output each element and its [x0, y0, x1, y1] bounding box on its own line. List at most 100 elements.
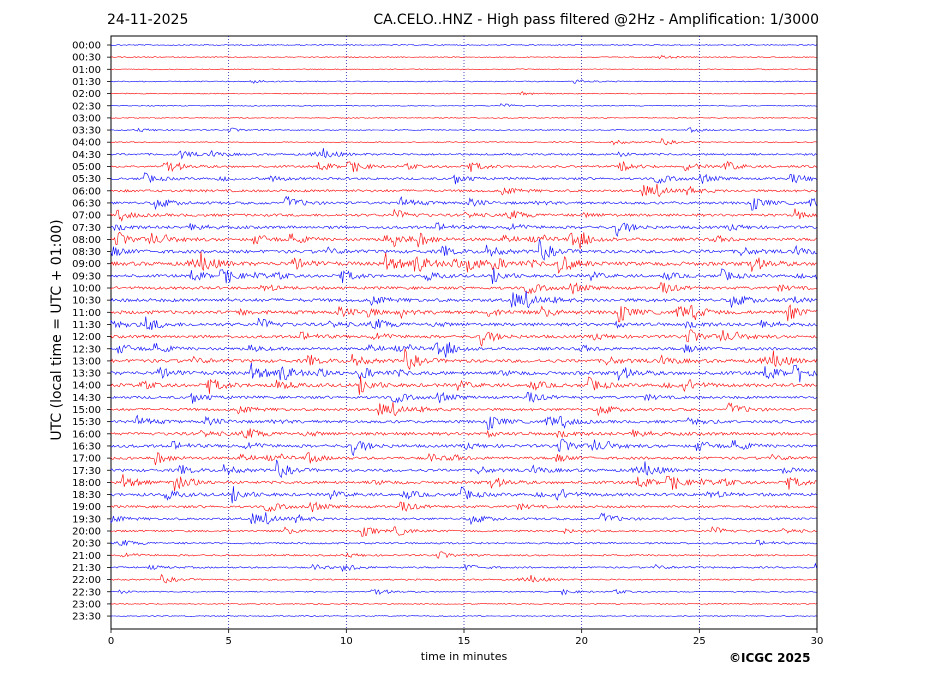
row-label-0800: 08:00	[72, 235, 101, 246]
row-label-2130: 21:30	[72, 563, 101, 574]
row-label-0300: 03:00	[72, 113, 101, 124]
row-label-1430: 14:30	[72, 393, 101, 404]
x-tick-label-0: 0	[108, 636, 114, 647]
x-tick-label-15: 15	[458, 636, 471, 647]
row-label-1730: 17:30	[72, 466, 101, 477]
trace-2330	[110, 615, 817, 617]
trace-2130	[110, 562, 817, 573]
row-label-0400: 04:00	[72, 138, 101, 149]
chart-title: CA.CELO..HNZ - High pass filtered @2Hz -…	[373, 12, 819, 28]
row-label-1800: 18:00	[72, 478, 101, 489]
row-label-1530: 15:30	[72, 417, 101, 428]
trace-1030	[110, 290, 817, 309]
row-label-0130: 01:30	[72, 77, 101, 88]
row-label-0000: 00:00	[72, 41, 101, 52]
trace-0030	[110, 54, 817, 60]
trace-1430	[110, 391, 817, 404]
trace-0200	[110, 91, 817, 96]
row-label-0200: 02:00	[72, 89, 101, 100]
trace-1000	[110, 282, 817, 295]
row-label-1900: 19:00	[72, 502, 101, 513]
date-label: 24-11-2025	[107, 12, 189, 28]
row-label-1700: 17:00	[72, 454, 101, 465]
trace-0130	[110, 79, 817, 84]
trace-0730	[110, 222, 817, 237]
row-label-1500: 15:00	[72, 405, 101, 416]
row-label-1830: 18:30	[72, 490, 101, 501]
trace-1100	[110, 304, 817, 323]
row-label-0230: 02:30	[72, 101, 101, 112]
trace-0500	[110, 160, 817, 173]
trace-1700	[110, 452, 817, 466]
row-label-2100: 21:00	[72, 551, 101, 562]
row-label-1000: 10:00	[72, 284, 101, 295]
row-label-1300: 13:00	[72, 356, 101, 367]
row-label-1200: 12:00	[72, 332, 101, 343]
trace-2000	[110, 526, 817, 537]
row-label-2330: 23:30	[72, 612, 101, 623]
row-label-0600: 06:00	[72, 186, 101, 197]
x-axis-label: time in minutes	[420, 650, 508, 663]
copyright-label: ©ICGC 2025	[729, 651, 811, 665]
trace-1230	[110, 342, 817, 358]
trace-0800	[110, 232, 817, 249]
trace-2100	[110, 551, 817, 559]
trace-0630	[110, 195, 817, 211]
y-axis-label: UTC (local time = UTC + 01:00)	[49, 219, 65, 441]
row-label-1130: 11:30	[72, 320, 101, 331]
trace-1830	[110, 486, 817, 504]
row-label-1930: 19:30	[72, 514, 101, 525]
row-label-1400: 14:00	[72, 381, 101, 392]
row-label-0730: 07:30	[72, 223, 101, 234]
trace-0530	[110, 172, 817, 185]
row-label-2000: 20:00	[72, 527, 101, 538]
trace-0830	[110, 239, 817, 261]
row-label-2300: 23:00	[72, 599, 101, 610]
x-tick-label-20: 20	[575, 636, 588, 647]
trace-2300	[110, 603, 817, 605]
trace-1300	[110, 348, 817, 371]
trace-1800	[110, 474, 817, 492]
trace-0330	[110, 127, 817, 133]
trace-1500	[110, 401, 817, 417]
trace-1930	[110, 512, 817, 526]
trace-0230	[110, 103, 817, 107]
trace-0000	[110, 44, 817, 46]
trace-0900	[110, 251, 817, 274]
row-label-0330: 03:30	[72, 126, 101, 137]
x-tick-label-5: 5	[225, 636, 231, 647]
row-label-0530: 05:30	[72, 174, 101, 185]
trace-0400	[110, 137, 817, 146]
x-tick-label-25: 25	[693, 636, 706, 647]
row-label-0500: 05:00	[72, 162, 101, 173]
row-label-0930: 09:30	[72, 271, 101, 282]
row-label-2230: 22:30	[72, 587, 101, 598]
trace-1330	[110, 362, 817, 383]
trace-1400	[110, 375, 817, 395]
trace-2030	[110, 539, 817, 547]
row-label-0830: 08:30	[72, 247, 101, 258]
row-label-2030: 20:30	[72, 539, 101, 550]
row-label-1600: 16:00	[72, 429, 101, 440]
trace-1630	[110, 438, 817, 457]
trace-0930	[110, 267, 817, 285]
trace-0430	[110, 148, 817, 160]
x-tick-label-30: 30	[811, 636, 824, 647]
trace-1130	[110, 316, 817, 331]
trace-0700	[110, 208, 817, 222]
trace-2230	[110, 588, 817, 596]
trace-0600	[110, 183, 817, 197]
row-label-2200: 22:00	[72, 575, 101, 586]
row-label-1230: 12:30	[72, 344, 101, 355]
trace-1600	[110, 428, 817, 439]
row-label-1630: 16:30	[72, 441, 101, 452]
row-label-0900: 09:00	[72, 259, 101, 270]
row-label-1100: 11:00	[72, 308, 101, 319]
row-label-0100: 01:00	[72, 65, 101, 76]
trace-1530	[110, 414, 817, 430]
row-label-1030: 10:30	[72, 296, 101, 307]
trace-0300	[110, 117, 817, 119]
trace-1900	[110, 501, 817, 513]
trace-0100	[110, 68, 817, 71]
